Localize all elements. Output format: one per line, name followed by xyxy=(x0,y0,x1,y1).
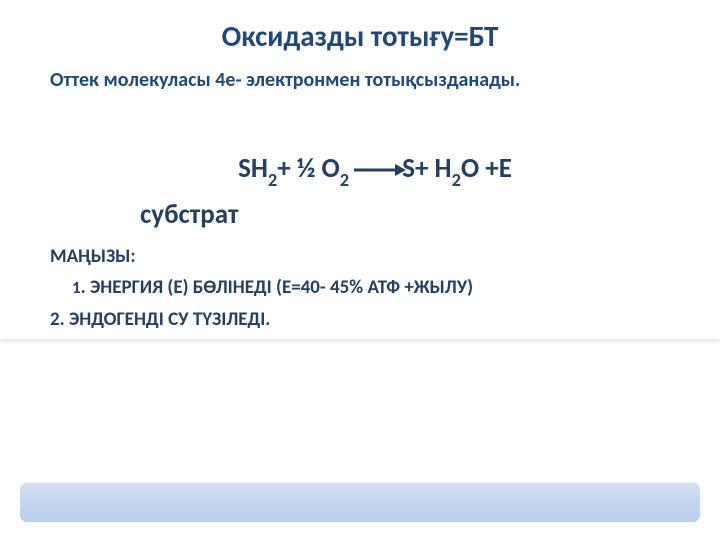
eq-plus-o: + ½ O xyxy=(277,152,340,185)
point-1: 1. ЭНЕРГИЯ (Е) БӨЛІНЕДІ (Е=40- 45% АТФ +… xyxy=(72,276,680,299)
slide: Оксидазды тотығу=БТ Оттек молекуласы 4е-… xyxy=(0,0,720,540)
point-2-row: 2. ЭНДОГЕНДІ СУ ТҮЗІЛЕДІ. xyxy=(0,305,720,339)
eq-end: O +Е xyxy=(461,152,512,185)
bottom-bar xyxy=(20,482,700,522)
eq-h-sub: 2 xyxy=(452,169,461,191)
eq-right: S+ H xyxy=(402,152,451,185)
importance-label: МАҢЫЗЫ: xyxy=(50,245,680,268)
slide-title: Оксидазды тотығу=БТ xyxy=(40,18,680,54)
eq-sh-sub: 2 xyxy=(268,169,277,191)
point-1-num: 1 xyxy=(72,277,81,298)
chemical-equation: SH2+ ½ O2 S+ H2O +Е xyxy=(70,152,680,188)
eq-o-sub: 2 xyxy=(340,169,349,191)
slide-subtitle: Оттек молекуласы 4е- электронмен тотықсы… xyxy=(50,68,680,92)
point-2: 2. ЭНДОГЕНДІ СУ ТҮЗІЛЕДІ. xyxy=(50,308,720,331)
point-1-text: . ЭНЕРГИЯ (Е) БӨЛІНЕДІ (Е=40- 45% АТФ +Ж… xyxy=(81,276,473,299)
arrow-icon xyxy=(353,157,405,184)
substrate-label: субстрат xyxy=(140,198,680,231)
eq-sh: SH xyxy=(238,152,268,185)
